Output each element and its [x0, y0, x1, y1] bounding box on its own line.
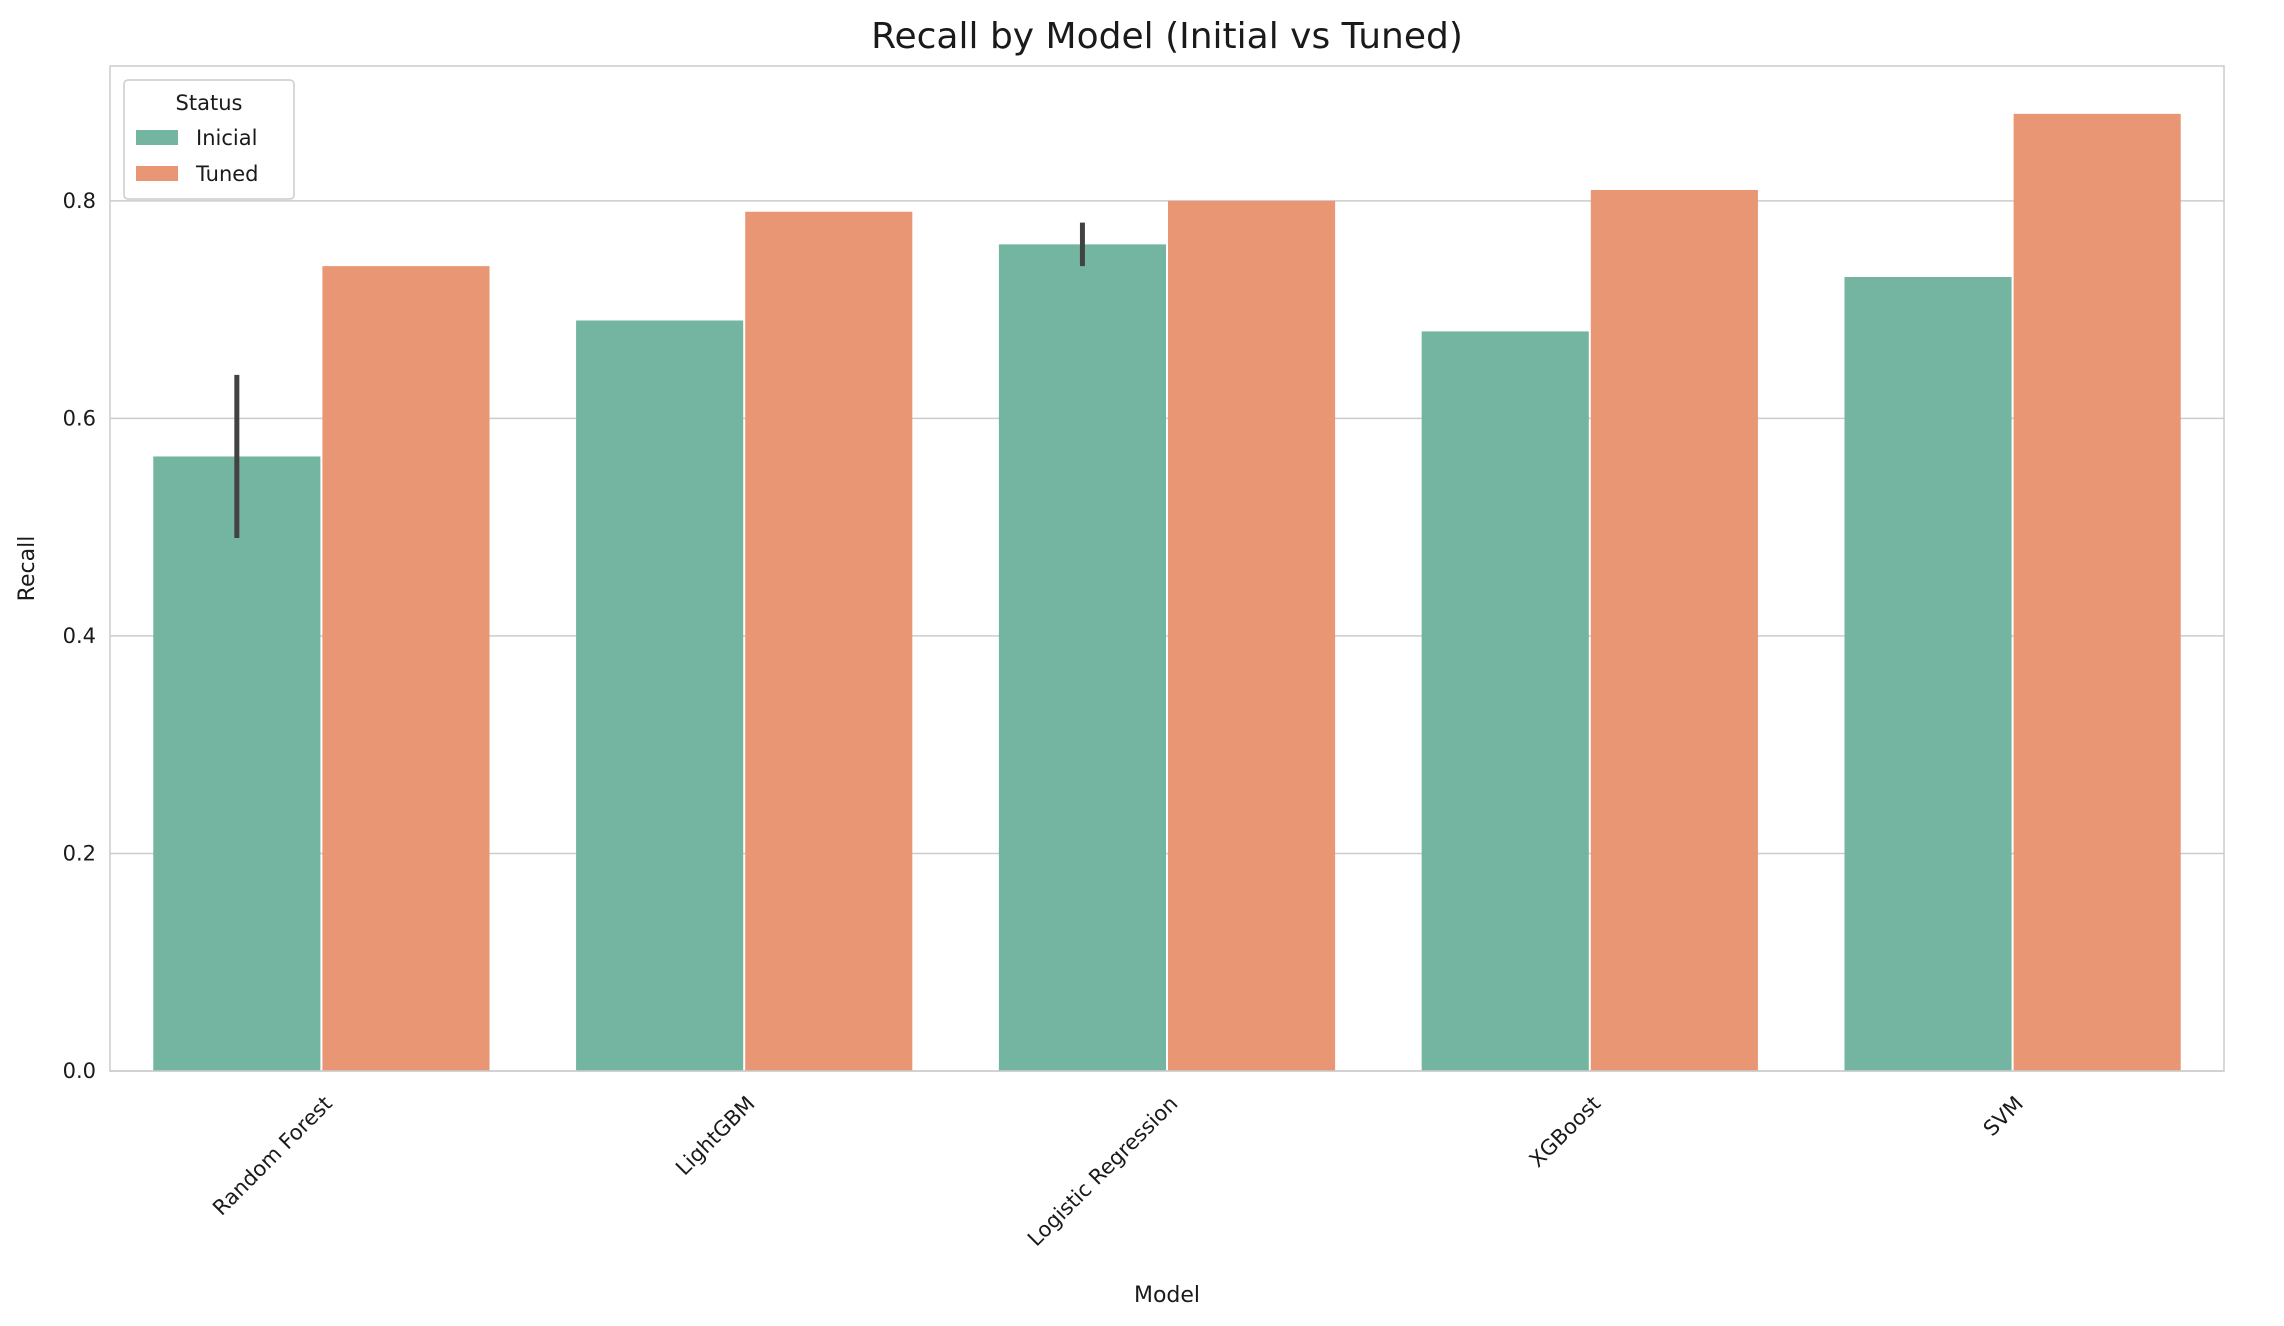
y-tick-label-3: 0.6	[63, 406, 96, 430]
plot-frame	[109, 65, 2225, 1072]
error-bars	[234, 222, 1085, 539]
bar-inicial-xgboost	[1421, 331, 1589, 1071]
chart-title: Recall by Model (Initial vs Tuned)	[871, 16, 1463, 57]
bar-inicial-lightgbm	[576, 320, 744, 1071]
bar-inicial-svm	[1844, 277, 2012, 1072]
x-tick-label-logistic-regression: Logistic Regression	[1023, 1091, 1182, 1250]
bars	[153, 113, 2181, 1072]
bar-tuned-logistic-regression	[1168, 200, 1336, 1072]
legend-title: Status	[176, 91, 243, 115]
x-axis-label: Model	[1134, 1283, 1200, 1308]
x-tick-labels: Random Forest LightGBM Logistic Regression…	[208, 1091, 2028, 1250]
bar-inicial-random-forest	[153, 456, 321, 1071]
y-tick-label-4: 0.8	[63, 189, 96, 213]
bar-tuned-xgboost	[1590, 189, 1758, 1071]
x-tick-label-lightgbm: LightGBM	[671, 1091, 760, 1180]
legend-swatch-tuned	[136, 166, 178, 181]
legend-label-inicial: Inicial	[196, 126, 257, 150]
y-tick-label-1: 0.2	[63, 841, 96, 865]
x-tick-label-svm: SVM	[1979, 1091, 2028, 1140]
bar-tuned-lightgbm	[745, 211, 913, 1071]
y-tick-label-2: 0.4	[63, 624, 96, 648]
bar-tuned-svm	[2013, 113, 2181, 1072]
y-axis-label: Recall	[15, 536, 40, 602]
bar-inicial-logistic-regression	[998, 244, 1166, 1072]
x-tick-label-xgboost: XGBoost	[1525, 1091, 1606, 1172]
bar-tuned-random-forest	[322, 266, 490, 1071]
x-tick-label-random-forest: Random Forest	[208, 1091, 337, 1220]
legend: Status Inicial Tuned	[123, 79, 295, 200]
legend-swatch-inicial	[136, 130, 178, 145]
legend-label-tuned: Tuned	[195, 162, 259, 186]
y-tick-label-0: 0.0	[63, 1059, 96, 1083]
y-tick-labels: 0.0 0.2 0.4 0.6 0.8	[63, 189, 96, 1083]
